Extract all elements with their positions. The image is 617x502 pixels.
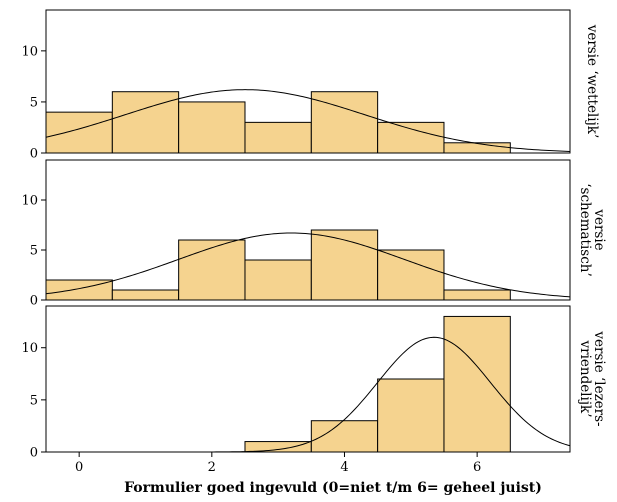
y-tick-label: 0: [30, 294, 38, 309]
y-tick-label: 5: [30, 95, 38, 110]
bar-0: [45, 111, 113, 154]
bar-3: [244, 441, 312, 453]
bar-1: [111, 289, 180, 301]
bar-5: [377, 121, 445, 154]
y-tick-label: 0: [30, 446, 38, 461]
bar-6: [443, 142, 511, 154]
x-axis-label: Formulier goed ingevuld (0=niet t/m 6= g…: [124, 480, 542, 496]
y-tick-label: 0: [30, 147, 38, 162]
x-tick-label: 4: [340, 460, 348, 475]
bar-3: [244, 259, 312, 301]
y-tick-label: 10: [21, 194, 38, 209]
strip-label-line: ‘schematisch’: [577, 183, 593, 277]
y-tick-label: 5: [30, 393, 38, 408]
panel-1: 0 5 10 versie ‘wettelijk’: [21, 9, 600, 162]
panel-2: 0 5 10 versie‘schematisch’: [21, 159, 607, 309]
bar-6: [443, 315, 511, 453]
bar-5: [377, 249, 445, 301]
strip-label-line: versie: [591, 208, 607, 250]
normal-curve: [46, 336, 571, 453]
x-tick-label: 0: [75, 460, 83, 475]
x-tick-label: 6: [473, 460, 481, 475]
strip-label: versie‘schematisch’: [577, 183, 607, 277]
y-tick-label: 5: [30, 244, 38, 259]
bar-5: [377, 378, 445, 453]
strip-label: versie ‘lezers-vriendelijk’: [577, 330, 607, 426]
panel-3: 0 5 10 versie ‘lezers-vriendelijk’: [21, 305, 607, 461]
strip-label-line: versie ‘lezers-: [591, 330, 607, 426]
y-tick-label: 10: [21, 44, 38, 59]
bar-0: [45, 279, 113, 301]
bar-3: [244, 121, 312, 154]
strip-label-line: vriendelijk’: [577, 339, 593, 417]
bar-2: [178, 239, 246, 301]
strip-label: versie ‘wettelijk’: [584, 24, 600, 139]
x-axis: 0 2 4 6: [75, 452, 481, 475]
bar-4: [310, 229, 379, 301]
bar-6: [443, 289, 511, 301]
strip-label-line: versie ‘wettelijk’: [584, 24, 600, 139]
x-tick-label: 2: [208, 460, 216, 475]
normal-curve: [45, 232, 571, 298]
y-tick-label: 10: [21, 341, 38, 356]
bar-2: [178, 101, 246, 154]
panels-group: 0 5 10 versie ‘wettelijk’ 0 5 10 versie‘schemat…: [21, 9, 607, 461]
normal-curve: [45, 89, 571, 152]
